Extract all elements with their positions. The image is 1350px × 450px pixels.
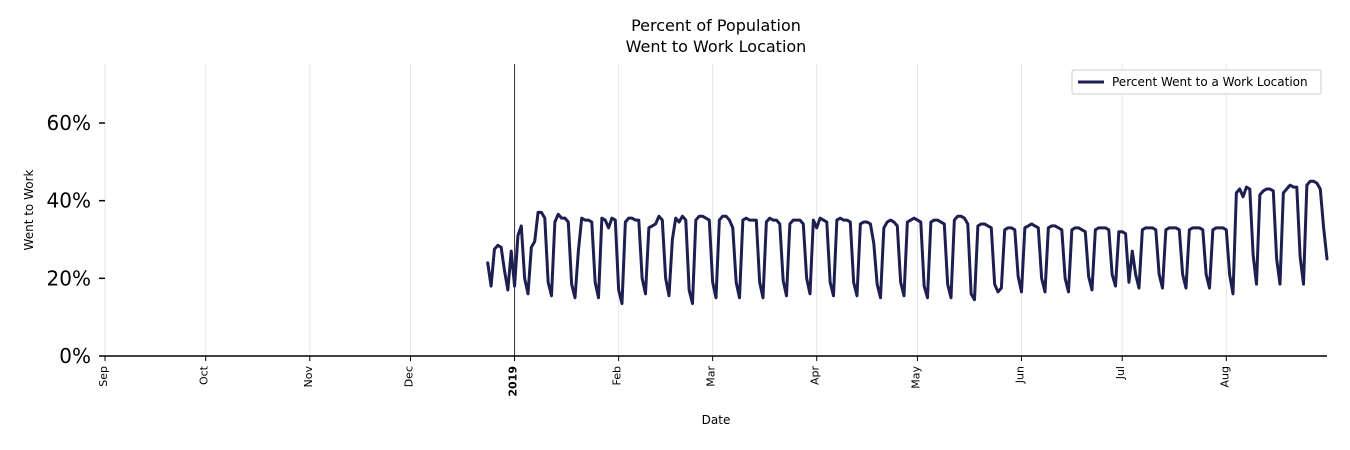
x-tick-label: May [909,366,922,389]
y-axis-label: Went to Work [22,169,36,250]
legend-label: Percent Went to a Work Location [1112,75,1308,89]
y-tick-label: 60% [47,111,91,135]
x-tick-label: Aug [1218,366,1231,387]
legend-frame [1071,69,1322,95]
legend[interactable]: Percent Went to a Work Location [1071,69,1322,95]
grid-lines [104,64,1227,356]
x-tick-label: Mar [705,366,718,387]
x-axis: Sep Oct Nov Dec 2019 Feb Mar Apr May Jun Jul Aug [97,64,1327,397]
x-tick-label: Oct [198,365,211,385]
chart-title-line-2: Went to Work Location [626,37,807,56]
y-tick-label: 40% [47,189,91,213]
x-tick-label: Dec [403,366,416,387]
chart-title-line-1: Percent of Population [631,16,801,35]
y-axis: 0% 20% 40% 60% [47,111,105,368]
x-axis-label: Date [702,413,731,427]
x-tick-label: Jun [1014,366,1027,384]
series-line-percent-went-to-work [486,179,1329,306]
y-tick-label: 0% [59,344,91,368]
y-tick-label: 20% [47,266,91,290]
x-tick-label: 2019 [507,366,520,397]
x-tick-label: Nov [302,366,315,388]
x-tick-label: Apr [809,366,822,386]
x-tick-label: Sep [97,366,110,387]
x-tick-label: Jul [1114,366,1127,380]
x-tick-label: Feb [611,366,624,385]
series-layer [486,179,1329,306]
